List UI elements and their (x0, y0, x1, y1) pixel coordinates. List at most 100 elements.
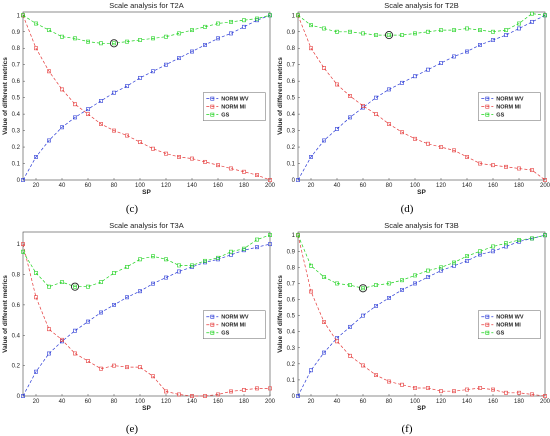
data-point (112, 128, 116, 133)
legend: NORM WV NORM MI GS (203, 92, 266, 121)
data-point (296, 178, 300, 182)
optimum-marker (70, 282, 80, 291)
data-point (242, 18, 246, 23)
data-point (255, 237, 259, 242)
data-point (309, 23, 313, 28)
y-tick-label: 0.1 (287, 162, 296, 168)
data-point (348, 94, 352, 98)
y-tick-label: 1 (17, 242, 21, 248)
data-point (478, 43, 482, 47)
legend-swatch-marker (210, 96, 215, 101)
data-point (99, 122, 103, 126)
data-point (361, 313, 365, 318)
data-point (296, 233, 300, 238)
x-tick-label: 80 (111, 399, 118, 405)
x-tick-label: 40 (59, 183, 66, 189)
x-tick-label: 160 (488, 183, 499, 189)
data-point (255, 16, 259, 21)
data-point (86, 107, 90, 112)
data-point (73, 102, 77, 107)
data-point (426, 67, 430, 72)
data-point (138, 38, 142, 42)
y-tick-label: 0.1 (12, 162, 21, 168)
data-point (34, 21, 38, 26)
data-point (73, 284, 77, 289)
data-point (177, 269, 181, 274)
legend-label: GS (221, 331, 229, 337)
data-point (255, 386, 259, 391)
data-point (21, 13, 25, 18)
legend-swatch-marker (485, 330, 490, 335)
data-point (177, 263, 181, 268)
data-point (530, 11, 534, 16)
data-point (255, 173, 259, 177)
chart-t3a: Scale analysis for T3A 20 40 60 80 100 120 140 1… (2, 221, 276, 412)
data-point (348, 283, 352, 287)
data-point (34, 46, 38, 51)
data-point (34, 369, 38, 374)
data-point (138, 75, 142, 80)
x-tick-label: 120 (436, 399, 447, 405)
data-point (387, 122, 391, 126)
data-point (47, 138, 51, 143)
data-point (413, 31, 417, 36)
y-tick-label: 0.5 (287, 96, 296, 102)
x-axis-label: SP (142, 189, 151, 196)
y-tick-label: 0.5 (287, 314, 296, 320)
data-point (177, 392, 181, 397)
data-point (268, 178, 272, 182)
series-line (297, 234, 546, 289)
legend-swatch-marker (485, 322, 490, 327)
y-tick-label: 0.2 (287, 362, 296, 368)
x-tick-label: 180 (239, 399, 250, 405)
data-point (164, 257, 168, 262)
data-point (99, 366, 103, 371)
legend-label: NORM MI (496, 105, 521, 111)
data-point (151, 254, 155, 259)
legend-swatch-marker (210, 322, 215, 327)
x-tick-label: 200 (540, 183, 550, 189)
data-point (86, 359, 90, 363)
y-axis-label: Value of different metrics (277, 57, 284, 135)
data-point (34, 295, 38, 300)
data-point (47, 69, 51, 74)
y-tick-label: 0.9 (12, 30, 21, 36)
data-point (426, 268, 430, 273)
y-tick-label: 0.4 (287, 112, 296, 118)
x-tick-label: 140 (462, 183, 473, 189)
y-tick-label: 0.6 (287, 79, 296, 85)
legend-label: NORM WV (221, 97, 249, 103)
legend-label: NORM MI (496, 323, 521, 329)
data-point (112, 302, 116, 307)
data-point (400, 80, 404, 85)
chart-title: Scale analysis for T3A (109, 221, 183, 230)
x-tick-label: 40 (334, 399, 341, 405)
data-point (322, 320, 326, 324)
chart-title: Scale analysis for T2B (384, 1, 458, 10)
caption-f: (f) (402, 423, 413, 435)
data-point (216, 255, 220, 260)
legend-label: GS (496, 113, 504, 119)
x-tick-label: 80 (386, 399, 393, 405)
legend: NORM WV NORM MI GS (478, 92, 541, 121)
legend-label: GS (221, 113, 229, 119)
data-point (426, 29, 430, 34)
data-point (60, 125, 64, 130)
data-point (426, 275, 430, 279)
legend-swatch-marker (210, 314, 215, 319)
data-point (229, 31, 233, 36)
chart-title: Scale analysis for T3B (384, 221, 458, 230)
data-point (465, 26, 469, 31)
x-tick-label: 60 (85, 399, 92, 405)
y-axis-label: Value of different metrics (2, 275, 9, 353)
legend-label: GS (496, 331, 504, 337)
data-point (543, 394, 547, 398)
x-tick-label: 200 (265, 399, 276, 405)
data-point (34, 155, 38, 159)
x-tick-label: 20 (33, 183, 40, 189)
data-point (309, 46, 313, 51)
data-point (322, 350, 326, 355)
data-point (491, 387, 495, 392)
y-tick-label: 0.3 (287, 129, 296, 135)
data-point (125, 133, 129, 138)
